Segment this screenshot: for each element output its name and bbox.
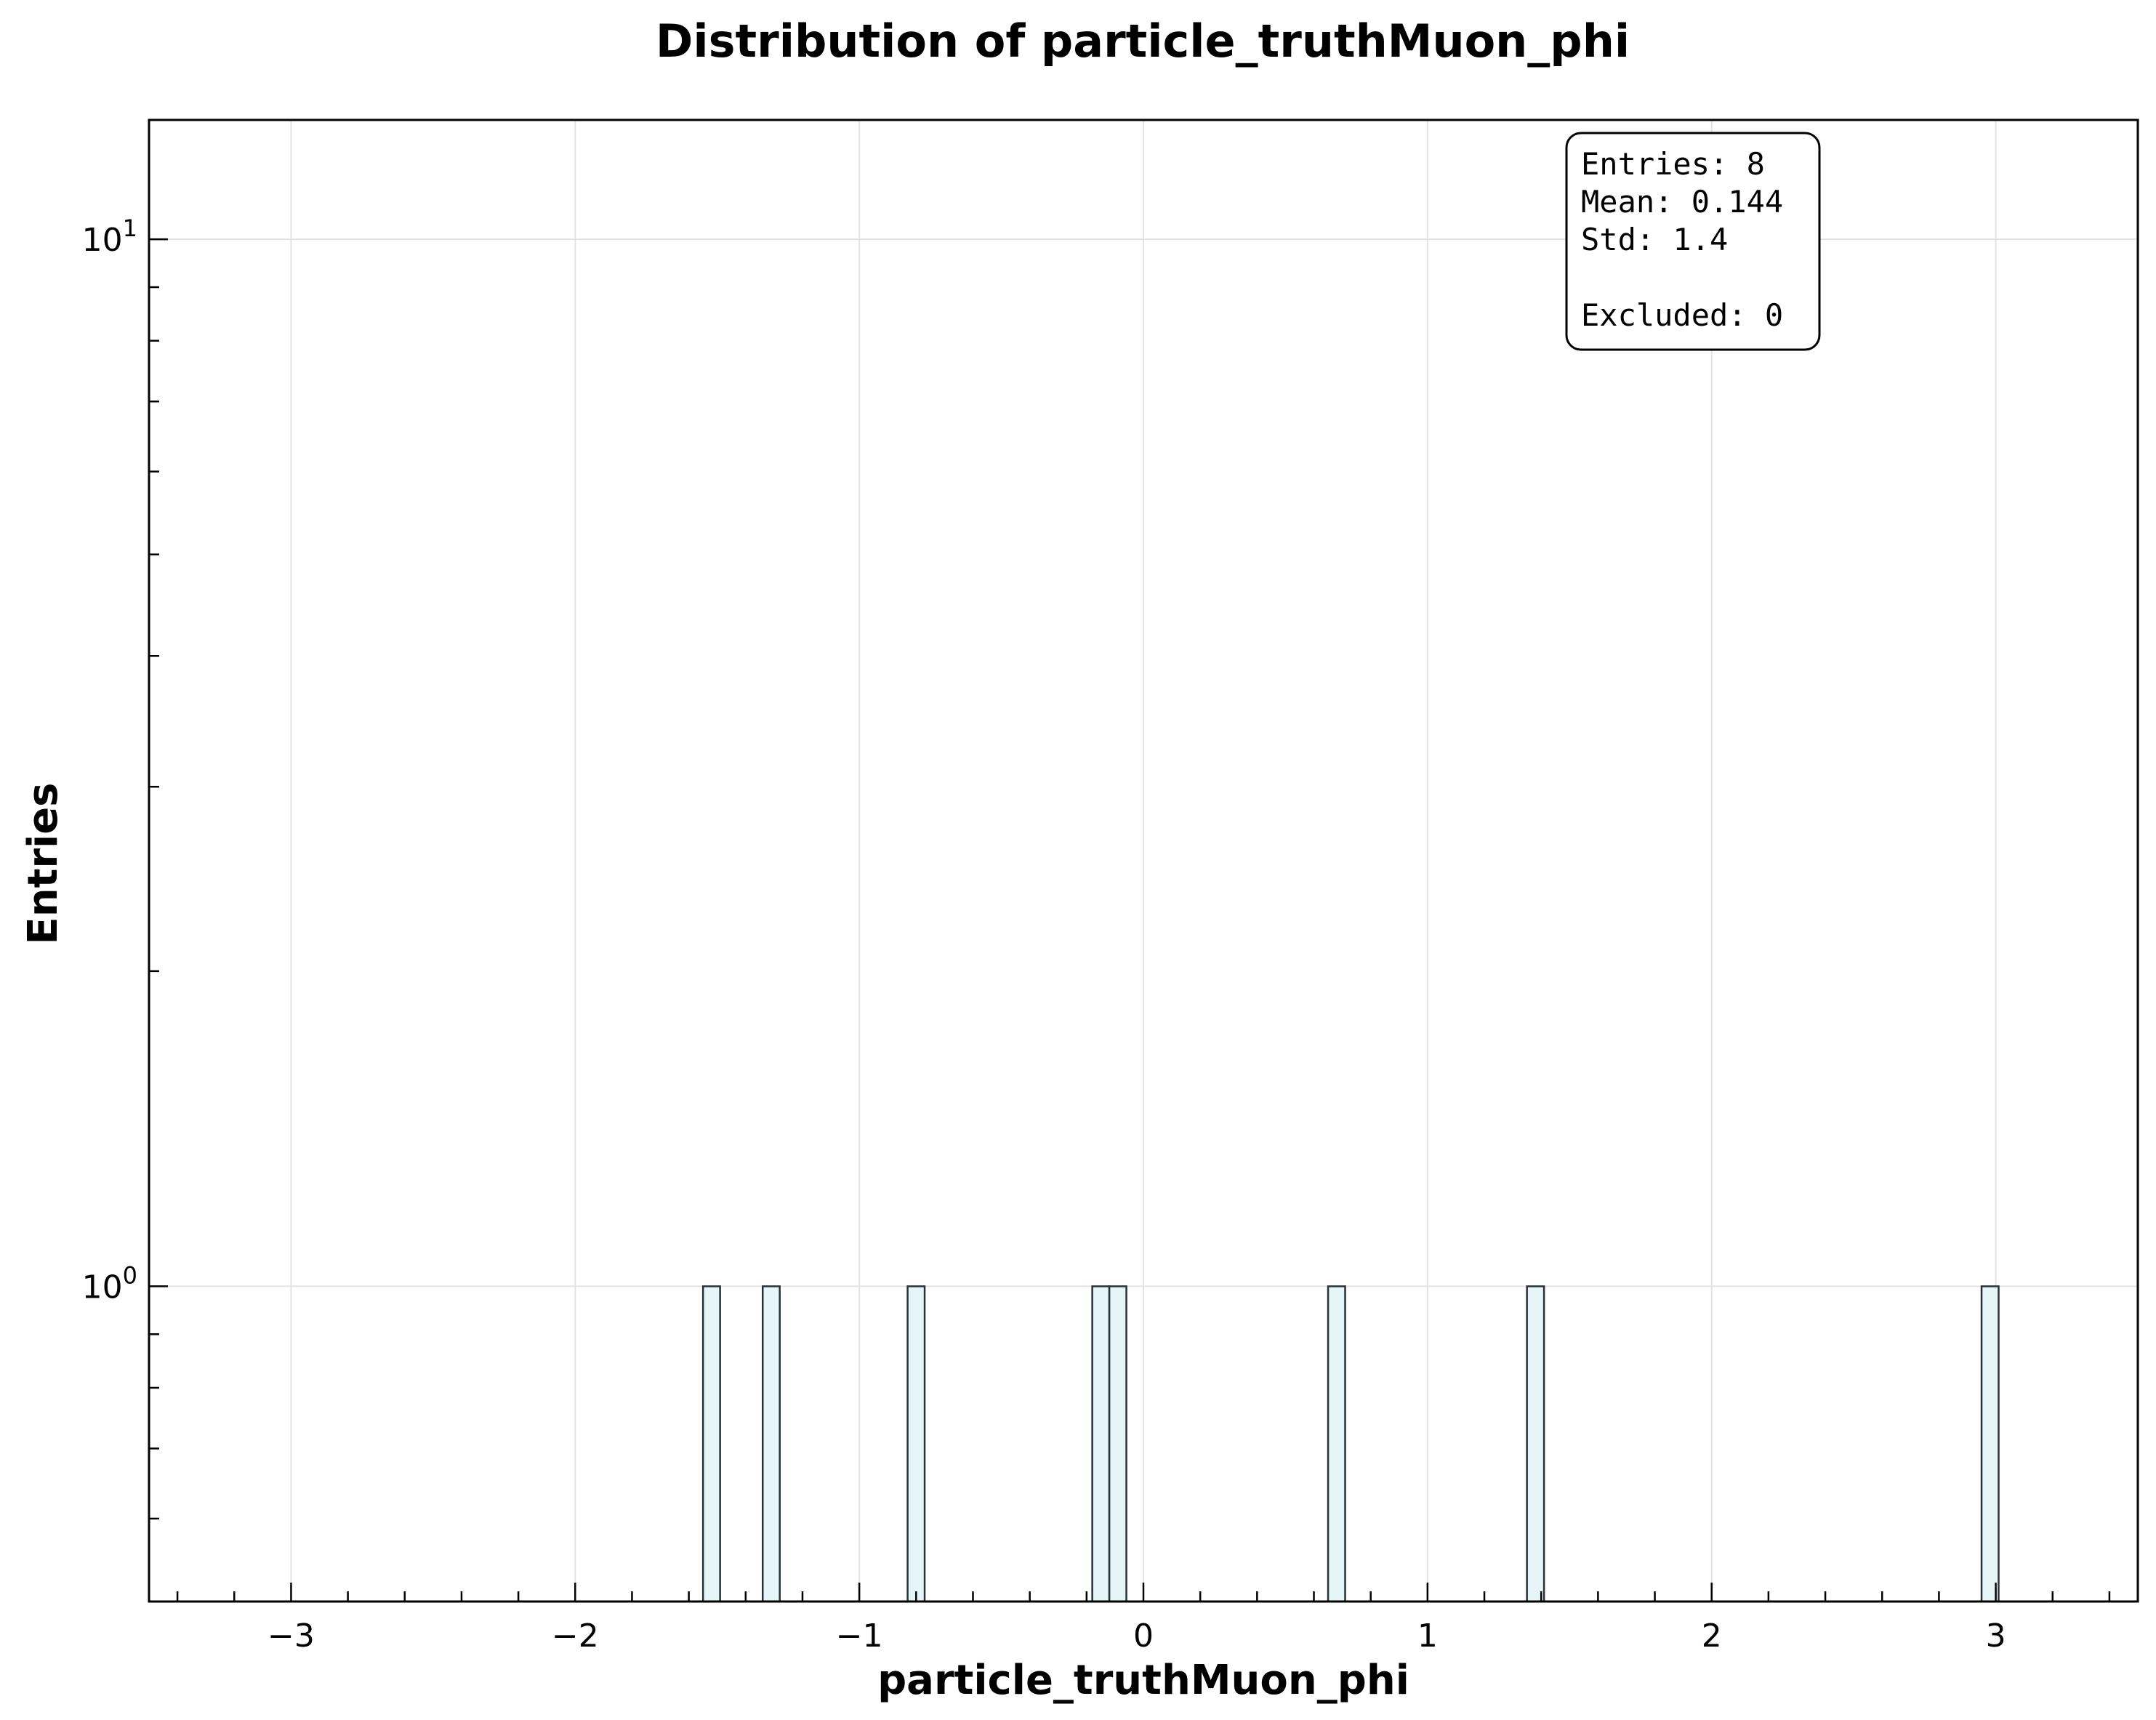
histogram-bar (1091, 1285, 1111, 1603)
x-tick-label: −2 (552, 1617, 599, 1655)
x-tick-label: 3 (1986, 1617, 2006, 1655)
x-tick-label: 2 (1702, 1617, 1722, 1655)
histogram-bar (701, 1285, 721, 1603)
x-axis-ticks: −3 −2 −1 0 1 2 3 (176, 1583, 2111, 1655)
stats-std: Std: 1.4 (1581, 222, 1728, 257)
y-axis-label: Entries (20, 782, 67, 944)
histogram-bar (1327, 1285, 1346, 1603)
histogram-bar (906, 1285, 926, 1603)
chart-title: Distribution of particle_truthMuon_phi (656, 15, 1630, 68)
y-tick-label: 100 (82, 1261, 137, 1306)
x-tick-label: −1 (836, 1617, 883, 1655)
stats-mean: Mean: 0.144 (1581, 184, 1783, 220)
x-tick-label: −3 (268, 1617, 315, 1655)
x-axis-label: particle_truthMuon_phi (877, 1657, 1409, 1704)
stats-box: Entries: 8 Mean: 0.144 Std: 1.4 Excluded… (1565, 132, 1821, 351)
x-tick-label: 0 (1133, 1617, 1154, 1655)
x-tick-label: 1 (1417, 1617, 1438, 1655)
stats-entries: Entries: 8 (1581, 146, 1765, 182)
histogram-bar (1980, 1285, 2000, 1603)
stats-excluded: Excluded: 0 (1581, 297, 1783, 333)
stats-box-frame (1565, 132, 1821, 351)
grid (149, 120, 2138, 1602)
histogram-bars (701, 1285, 2000, 1603)
histogram-bar (1108, 1285, 1127, 1603)
histogram-bar (1526, 1285, 1545, 1603)
y-tick-label: 101 (82, 214, 137, 259)
histogram-bar (762, 1285, 781, 1603)
y-axis-ticks: 100 101 (82, 214, 168, 1520)
